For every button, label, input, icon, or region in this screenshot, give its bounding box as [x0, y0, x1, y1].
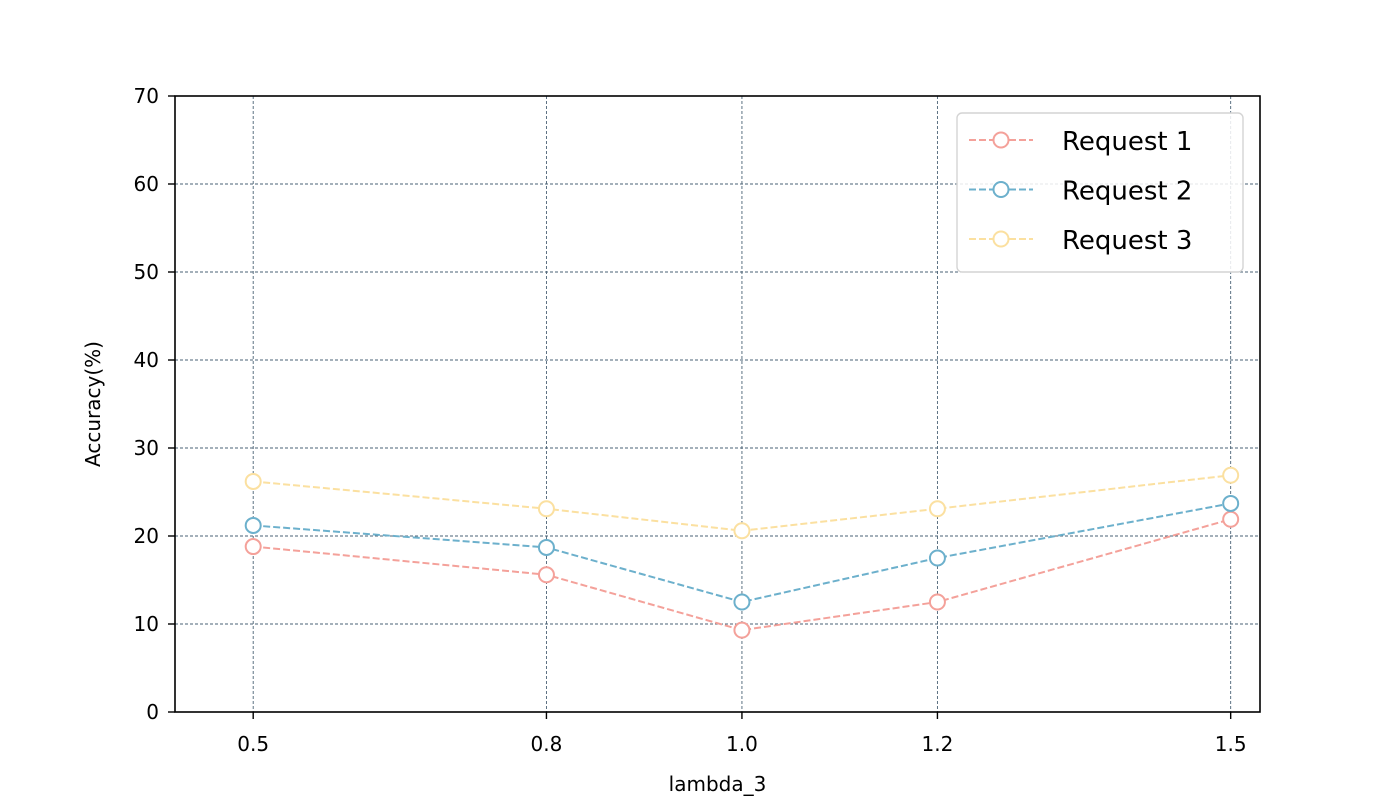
series-3 — [244, 466, 1240, 540]
x-tick-label: 1.5 — [1215, 732, 1247, 756]
legend-marker — [992, 230, 1010, 248]
x-tick-label: 1.0 — [726, 732, 758, 756]
legend-marker — [992, 131, 1010, 149]
data-point — [244, 472, 262, 490]
data-point — [244, 516, 262, 534]
y-axis-label: Accuracy(%) — [81, 341, 105, 467]
x-tick-label: 1.2 — [922, 732, 954, 756]
data-point — [244, 538, 262, 556]
legend: Request 1 Request 2 Request 3 — [956, 112, 1244, 273]
series-1 — [244, 510, 1240, 639]
y-tick-label: 0 — [146, 700, 159, 724]
data-point — [733, 593, 751, 611]
legend-label: Request 3 — [1062, 226, 1192, 256]
data-point — [1222, 510, 1240, 528]
data-point — [928, 549, 946, 567]
legend-label: Request 1 — [1062, 127, 1192, 157]
data-point — [928, 593, 946, 611]
y-tick-label: 10 — [134, 612, 159, 636]
legend-item: Request 2 — [969, 177, 1192, 207]
series-line — [253, 518, 1231, 632]
legend-item: Request 3 — [969, 226, 1192, 256]
data-point — [537, 566, 555, 584]
series-2 — [244, 494, 1240, 611]
legend-item: Request 1 — [969, 127, 1192, 157]
x-tick-label: 0.5 — [237, 732, 269, 756]
data-point — [537, 538, 555, 556]
y-tick-label: 60 — [134, 172, 159, 196]
data-point — [733, 621, 751, 639]
data-point — [537, 500, 555, 518]
data-point — [1222, 494, 1240, 512]
axis-ticks: 0.5 0.8 1.0 1.2 1.5 0 10 20 30 40 50 60 70 — [134, 84, 1247, 756]
series-line — [253, 502, 1231, 604]
x-axis-label: lambda_3 — [669, 772, 767, 796]
y-tick-label: 70 — [134, 84, 159, 108]
y-tick-label: 30 — [134, 436, 159, 460]
legend-label: Request 2 — [1062, 177, 1192, 207]
grid — [175, 96, 1260, 712]
series-group — [244, 466, 1240, 639]
data-point — [928, 500, 946, 518]
y-tick-label: 50 — [134, 260, 159, 284]
legend-box — [956, 112, 1244, 273]
y-tick-label: 40 — [134, 348, 159, 372]
x-tick-label: 0.8 — [531, 732, 563, 756]
data-point — [1222, 466, 1240, 484]
data-point — [733, 522, 751, 540]
legend-marker — [992, 181, 1010, 198]
y-tick-label: 20 — [134, 524, 159, 548]
plot-frame — [174, 95, 1261, 713]
